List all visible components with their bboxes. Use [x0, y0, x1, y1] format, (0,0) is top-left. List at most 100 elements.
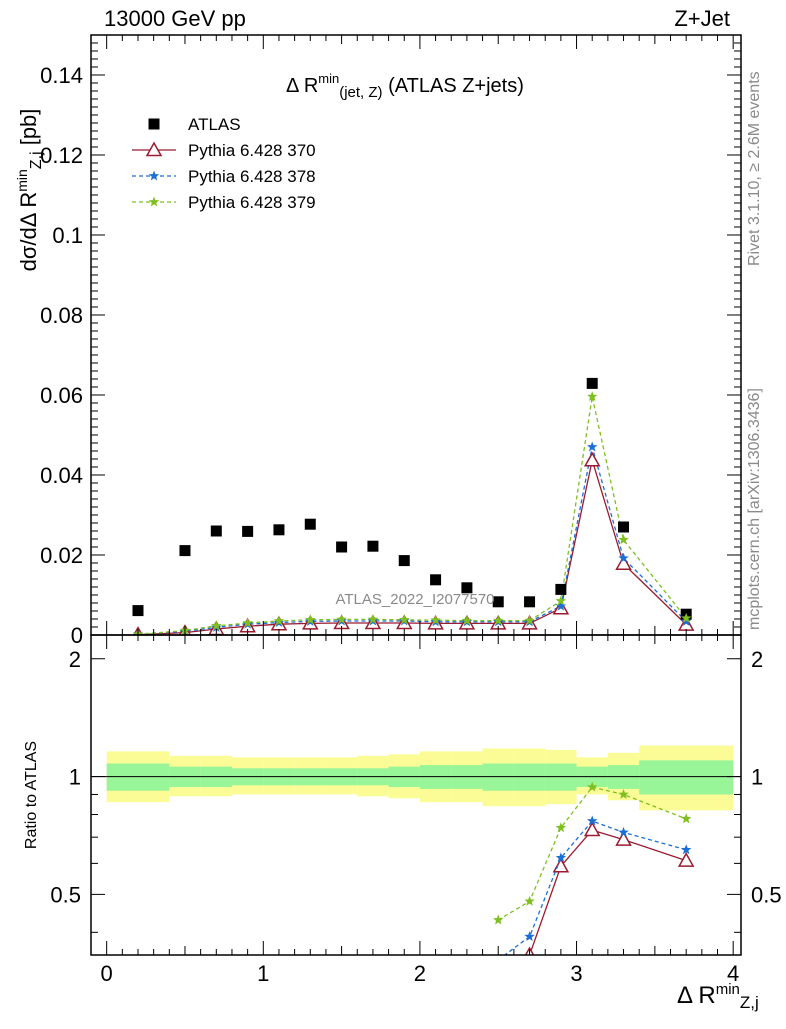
atlas-data-point	[524, 596, 536, 608]
mc-point	[211, 620, 222, 631]
mc-point	[242, 617, 253, 628]
ratio-series-line	[503, 820, 687, 955]
mc-point	[399, 614, 410, 625]
mc-point	[493, 615, 504, 626]
mc-point	[618, 552, 629, 563]
ratio-point	[586, 781, 598, 792]
ratio-point	[677, 852, 695, 867]
atlas-data-point	[461, 582, 473, 594]
ratio-inner-band	[545, 763, 577, 791]
y-tick-label: 0	[71, 623, 83, 648]
mc-point	[273, 615, 285, 626]
ratio-point	[618, 826, 629, 837]
y-tick-label: 0.04	[40, 463, 83, 488]
y-tick-label: 0.12	[40, 143, 83, 168]
process-label: Z+Jet	[674, 6, 730, 31]
mc-point	[524, 615, 535, 626]
mc-point	[680, 615, 692, 626]
ratio-point	[555, 822, 567, 833]
atlas-data-point	[242, 525, 254, 537]
mc-point	[367, 613, 379, 624]
mc-point	[586, 441, 598, 452]
y-tick-label: 0.14	[40, 63, 83, 88]
ratio-y-tick-label-right: 1	[751, 765, 763, 790]
ratio-point	[524, 931, 535, 942]
atlas-data-point	[492, 596, 504, 608]
atlas-data-point	[336, 541, 348, 553]
ratio-series-line	[497, 786, 687, 921]
main-series-line	[137, 460, 687, 635]
legend-marker	[145, 141, 163, 157]
legend-label: Pythia 6.428 370	[188, 141, 316, 160]
y-tick-label: 0.02	[40, 543, 83, 568]
energy-label: 13000 GeV pp	[104, 6, 246, 31]
ratio-point	[680, 813, 692, 824]
ratio-series-group	[491, 781, 695, 987]
mc-point	[555, 595, 567, 606]
analysis-watermark: ATLAS_2022_I2077570	[335, 591, 494, 608]
atlas-data-point	[430, 574, 442, 586]
x-axis-label: Δ RminZ,j	[677, 981, 759, 1012]
x-tick-label: 0	[101, 961, 113, 986]
mc-point	[583, 451, 601, 467]
mc-point	[430, 614, 441, 625]
mc-point	[461, 615, 473, 626]
legend-marker	[148, 118, 160, 130]
y-tick-label: 0.1	[52, 223, 83, 248]
y-tick-label: 0.08	[40, 303, 83, 328]
atlas-data-point	[179, 545, 191, 557]
ratio-point	[491, 974, 505, 987]
plot-title: Δ Rmin(jet, Z) (ATLAS Z+jets)	[286, 71, 524, 101]
mc-point	[586, 391, 598, 402]
ratio-inner-band	[513, 763, 546, 791]
atlas-data-point	[132, 605, 144, 617]
ratio-y-tick-label-right: 0.5	[751, 882, 782, 907]
y-axis-label: dσ/dΔ RminZ,j [pb]	[14, 109, 45, 272]
mcplots-label: mcplots.cern.ch [arXiv:1306.3436]	[746, 388, 763, 630]
y-tick-label: 0.06	[40, 383, 83, 408]
atlas-data-point	[555, 583, 567, 595]
legend-label: ATLAS	[188, 115, 241, 134]
ratio-point	[680, 844, 692, 855]
ratio-point	[583, 821, 601, 837]
ratio-point	[586, 815, 598, 826]
x-tick-label: 1	[257, 961, 269, 986]
ratio-point	[493, 914, 504, 925]
ratio-point	[555, 852, 567, 863]
atlas-data-point	[304, 518, 316, 530]
x-tick-label: 4	[727, 961, 739, 986]
atlas-data-point	[367, 540, 379, 552]
legend-marker	[148, 170, 160, 181]
ratio-uncertainty-bands	[106, 745, 734, 811]
ratio-y-axis-label: Ratio to ATLAS	[23, 741, 40, 849]
atlas-data-point	[273, 524, 285, 536]
legend-label: Pythia 6.428 379	[188, 193, 316, 212]
ratio-point	[524, 895, 535, 906]
ratio-point	[615, 831, 632, 846]
mc-point	[555, 600, 567, 611]
ratio-inner-band	[639, 760, 734, 795]
mc-point	[336, 613, 347, 624]
x-tick-label: 3	[570, 961, 582, 986]
ratio-inner-band	[106, 763, 170, 791]
ratio-plot-frame	[90, 634, 742, 956]
ratio-point	[618, 788, 629, 799]
legend-label: Pythia 6.428 378	[188, 167, 316, 186]
ratio-inner-band	[482, 763, 514, 791]
mc-point	[615, 555, 632, 571]
ratio-y-tick-label: 1	[69, 765, 81, 790]
ratio-series-line	[528, 829, 687, 955]
ratio-y-tick-label: 2	[69, 647, 81, 672]
mc-point	[305, 614, 316, 625]
legend-marker	[148, 196, 160, 207]
ratio-y-tick-label: 0.5	[50, 882, 81, 907]
atlas-data-point	[618, 521, 630, 533]
ratio-y-tick-label-right: 2	[751, 647, 763, 672]
ratio-point	[498, 954, 499, 955]
mc-point	[680, 612, 692, 623]
atlas-data-point	[398, 555, 410, 567]
atlas-data-point	[586, 377, 598, 389]
rivet-version-label: Rivet 3.1.10, ≥ 2.6M events	[746, 71, 763, 266]
atlas-data-point	[210, 525, 222, 537]
